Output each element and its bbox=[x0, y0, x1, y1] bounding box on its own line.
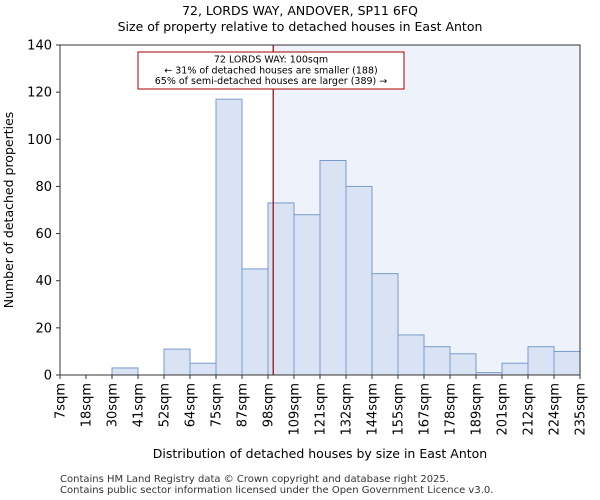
x-tick-label: 155sqm bbox=[392, 383, 407, 436]
bar-121sqm bbox=[319, 160, 347, 376]
bar-52sqm bbox=[163, 348, 191, 376]
x-tick-label: 109sqm bbox=[288, 383, 303, 436]
chart-title: 72, LORDS WAY, ANDOVER, SP11 6FQ bbox=[182, 3, 418, 18]
x-tick-label: 18sqm bbox=[80, 383, 95, 427]
bar-75sqm bbox=[215, 98, 243, 376]
histogram-chart: 0 20 40 60 80 100 120 140 7sqm 18sqm 30sqm 41sqm 52… bbox=[1, 39, 589, 462]
x-tick-label: 201sqm bbox=[496, 383, 511, 436]
y-tick-label: 100 bbox=[27, 133, 52, 148]
x-tick-label: 41sqm bbox=[132, 383, 147, 427]
y-tick-label: 40 bbox=[35, 274, 52, 289]
footer-line-2: Contains public sector information licen… bbox=[60, 485, 494, 496]
annotation-box: 72 LORDS WAY: 100sqm ← 31% of detached h… bbox=[137, 51, 405, 90]
x-tick-label: 144sqm bbox=[366, 383, 381, 436]
x-tick-label: 7sqm bbox=[54, 383, 69, 419]
x-tick-label: 224sqm bbox=[548, 383, 563, 436]
x-tick-label: 121sqm bbox=[314, 383, 329, 436]
y-tick-label: 80 bbox=[35, 180, 52, 195]
bar-201sqm bbox=[501, 362, 529, 376]
x-tick-label: 212sqm bbox=[522, 383, 537, 436]
bar-30sqm bbox=[111, 367, 139, 376]
bar-144sqm bbox=[371, 273, 399, 376]
x-tick-label: 52sqm bbox=[158, 383, 173, 427]
x-axis-label: Distribution of detached houses by size … bbox=[153, 446, 487, 461]
x-tick-label: 132sqm bbox=[340, 383, 355, 436]
annotation-line-1: 72 LORDS WAY: 100sqm bbox=[214, 55, 328, 66]
bar-155sqm bbox=[397, 334, 425, 376]
bar-167sqm bbox=[423, 346, 451, 376]
x-tick-label: 189sqm bbox=[470, 383, 485, 436]
footer-line-1: Contains HM Land Registry data © Crown c… bbox=[60, 474, 449, 485]
bars-group bbox=[111, 98, 581, 376]
bar-109sqm bbox=[293, 214, 321, 376]
x-tick-label: 75sqm bbox=[210, 383, 225, 427]
bar-212sqm bbox=[527, 346, 555, 376]
x-tick-label: 178sqm bbox=[444, 383, 459, 436]
annotation-line-3: 65% of semi-detached houses are larger (… bbox=[155, 76, 388, 87]
y-tick-label: 60 bbox=[35, 227, 52, 242]
y-tick-label: 0 bbox=[44, 369, 52, 384]
bar-224sqm bbox=[553, 350, 581, 376]
x-tick-label: 64sqm bbox=[184, 383, 199, 427]
y-axis: 0 20 40 60 80 100 120 140 bbox=[27, 39, 60, 384]
annotation-border bbox=[137, 51, 405, 90]
x-tick-label: 30sqm bbox=[106, 383, 121, 427]
y-tick-label: 120 bbox=[27, 86, 52, 101]
bar-87sqm bbox=[241, 268, 269, 376]
annotation-line-2: ← 31% of detached houses are smaller (18… bbox=[164, 65, 377, 76]
y-axis-label: Number of detached properties bbox=[1, 112, 16, 309]
x-tick-label: 167sqm bbox=[418, 383, 433, 436]
x-tick-label: 87sqm bbox=[236, 383, 251, 427]
bar-98sqm bbox=[267, 202, 295, 376]
y-tick-label: 20 bbox=[35, 321, 52, 336]
x-axis: 7sqm 18sqm 30sqm 41sqm 52sqm 64sqm 75sqm 87sqm 9… bbox=[54, 375, 589, 436]
x-tick-label: 235sqm bbox=[574, 383, 589, 436]
x-tick-label: 98sqm bbox=[262, 383, 277, 427]
bar-178sqm bbox=[449, 353, 477, 376]
chart-subtitle: Size of property relative to detached ho… bbox=[117, 19, 483, 34]
bar-132sqm bbox=[345, 185, 373, 376]
y-tick-label: 140 bbox=[27, 39, 52, 54]
bar-64sqm bbox=[189, 362, 217, 376]
